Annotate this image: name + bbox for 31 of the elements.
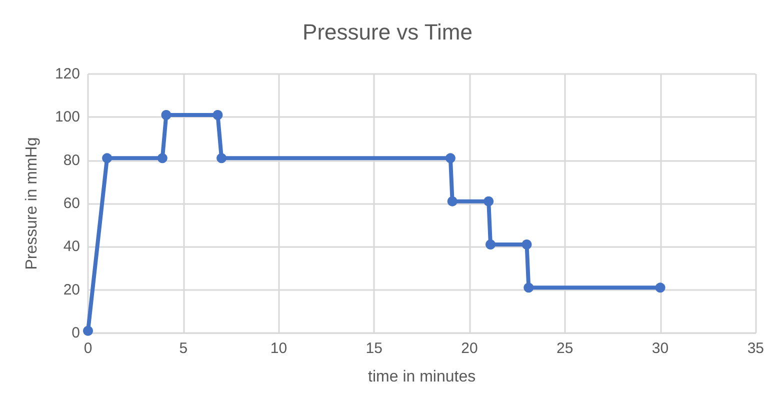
point xyxy=(216,153,227,164)
point xyxy=(655,282,666,293)
y-tick-label: 40 xyxy=(63,238,80,256)
x-tick-label: 5 xyxy=(179,340,188,357)
x-tick-label: 20 xyxy=(461,340,478,357)
x-tick-label: 35 xyxy=(747,340,764,357)
y-tick-label: 80 xyxy=(63,152,80,169)
y-tick-label: 0 xyxy=(72,324,80,342)
y-axis-title: Pressure in mmHg xyxy=(24,137,40,270)
x-tick-label: 25 xyxy=(556,340,574,357)
point xyxy=(157,153,168,164)
point xyxy=(212,110,223,120)
x-tick-label: 0 xyxy=(84,340,92,357)
x-tick-label: 15 xyxy=(366,340,382,357)
x-tick-label: 30 xyxy=(652,340,669,357)
y-tick-label: 100 xyxy=(54,108,80,126)
point xyxy=(83,326,93,336)
point xyxy=(522,240,532,250)
y-tick-label: 60 xyxy=(63,195,80,212)
point xyxy=(447,196,458,206)
chart-title: Pressure vs Time xyxy=(302,20,472,44)
y-tick-label: 120 xyxy=(54,66,80,82)
point xyxy=(486,240,496,250)
point xyxy=(445,153,456,164)
point xyxy=(524,282,534,293)
x-axis-title: time in minutes xyxy=(368,368,476,386)
point xyxy=(484,196,494,206)
x-tick-label: 10 xyxy=(270,340,288,357)
y-tick-label: 20 xyxy=(63,281,80,298)
point xyxy=(161,110,172,120)
point xyxy=(102,153,112,164)
